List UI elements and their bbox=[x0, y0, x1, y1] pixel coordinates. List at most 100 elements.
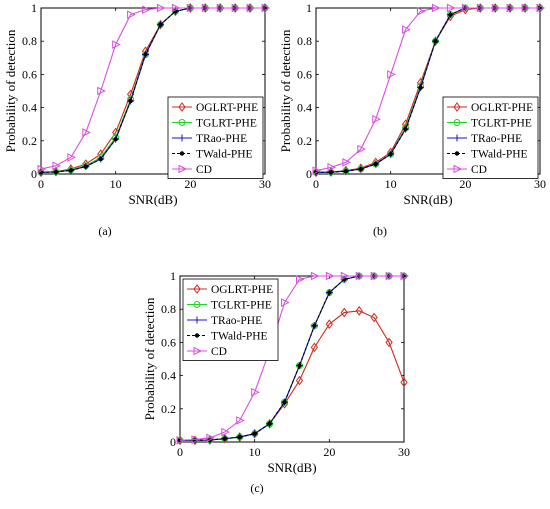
data-point-marker bbox=[385, 337, 393, 348]
data-point-marker bbox=[193, 284, 201, 294]
data-point-marker bbox=[327, 290, 332, 295]
data-point-marker bbox=[431, 36, 440, 47]
data-point-marker bbox=[343, 168, 349, 174]
x-tick-label: 30 bbox=[259, 177, 271, 191]
series-line bbox=[315, 7, 540, 173]
y-tick-label: 0.8 bbox=[22, 34, 37, 48]
series-CD bbox=[312, 3, 546, 175]
data-point-marker bbox=[340, 307, 348, 318]
x-tick-label: 20 bbox=[459, 177, 471, 191]
data-point-marker bbox=[431, 3, 441, 13]
legend-label: CD bbox=[471, 164, 487, 176]
data-point-marker bbox=[372, 114, 381, 124]
data-point-marker bbox=[231, 3, 241, 13]
data-point-marker bbox=[342, 158, 351, 167]
data-point-marker bbox=[358, 166, 363, 172]
data-point-marker bbox=[52, 166, 60, 177]
data-point-marker bbox=[282, 399, 287, 405]
data-point-marker bbox=[453, 102, 461, 112]
data-point-marker bbox=[171, 3, 181, 13]
legend-item: CD bbox=[172, 164, 212, 176]
data-point-marker bbox=[325, 271, 335, 281]
data-point-marker bbox=[340, 271, 350, 281]
data-point-marker bbox=[178, 102, 186, 112]
data-point-marker bbox=[97, 86, 106, 96]
data-point-marker bbox=[206, 433, 215, 443]
data-point-marker bbox=[261, 3, 271, 13]
data-point-marker bbox=[191, 435, 201, 444]
legend-item: TRao-PHE bbox=[172, 133, 247, 145]
data-point-marker bbox=[236, 416, 245, 425]
data-point-marker bbox=[171, 6, 180, 17]
legend-label: TRao-PHE bbox=[196, 133, 247, 145]
legend-item: TWald-PHE bbox=[447, 149, 528, 161]
data-point-marker bbox=[402, 25, 411, 34]
x-tick-label: 10 bbox=[110, 177, 122, 191]
series-CD bbox=[37, 3, 271, 174]
data-point-marker bbox=[373, 161, 378, 167]
x-tick-label: 0 bbox=[313, 177, 319, 191]
data-point-marker bbox=[193, 346, 203, 356]
series-line bbox=[40, 7, 265, 170]
y-tick-label: 0.2 bbox=[22, 134, 37, 148]
data-point-marker bbox=[179, 151, 185, 156]
legend-label: OGLRT-PHE bbox=[471, 102, 533, 114]
data-point-marker bbox=[267, 421, 272, 426]
data-point-marker bbox=[448, 12, 453, 17]
data-point-marker bbox=[251, 387, 260, 397]
y-axis-label: Probability of detection bbox=[278, 29, 293, 152]
data-point-marker bbox=[128, 98, 133, 104]
panel-caption: (a) bbox=[98, 224, 111, 238]
data-point-marker bbox=[37, 164, 47, 174]
data-point-marker bbox=[400, 377, 408, 388]
data-point-marker bbox=[281, 298, 290, 307]
legend-label: TRao-PHE bbox=[211, 315, 262, 327]
legend-item: CD bbox=[187, 346, 227, 358]
data-point-marker bbox=[127, 10, 136, 19]
data-point-marker bbox=[178, 134, 186, 142]
y-tick-label: 0 bbox=[31, 167, 37, 181]
data-point-marker bbox=[156, 3, 166, 13]
x-tick-label: 10 bbox=[249, 445, 261, 459]
panel-caption: (c) bbox=[250, 481, 263, 495]
x-tick-label: 10 bbox=[385, 177, 397, 191]
legend-label: TWald-PHE bbox=[211, 331, 268, 343]
y-tick-label: 0 bbox=[170, 435, 176, 449]
data-point-marker bbox=[342, 165, 350, 176]
data-point-marker bbox=[252, 431, 257, 436]
legend-label: OGLRT-PHE bbox=[196, 102, 258, 114]
legend-item: OGLRT-PHE bbox=[187, 284, 273, 296]
data-point-marker bbox=[222, 436, 227, 441]
legend-label: CD bbox=[196, 164, 212, 176]
data-point-marker bbox=[246, 3, 256, 13]
legend-label: CD bbox=[211, 346, 227, 358]
legend-item: TGLRT-PHE bbox=[172, 118, 257, 130]
legend: OGLRT-PHE TGLRT-PHE TRao-PHE TWald-PHE CD bbox=[182, 278, 279, 361]
data-point-marker bbox=[158, 22, 163, 27]
data-point-marker bbox=[536, 3, 546, 13]
y-tick-label: 0.2 bbox=[161, 402, 176, 416]
x-tick-label: 0 bbox=[177, 445, 183, 459]
x-axis-label: SNR(dB) bbox=[128, 192, 177, 207]
data-point-marker bbox=[491, 3, 501, 13]
x-axis-label: SNR(dB) bbox=[403, 192, 452, 207]
legend-item: TRao-PHE bbox=[187, 315, 262, 327]
x-tick-label: 30 bbox=[398, 445, 410, 459]
data-point-marker bbox=[53, 169, 59, 175]
legend-label: TWald-PHE bbox=[196, 149, 253, 161]
data-point-marker bbox=[312, 167, 320, 178]
y-tick-label: 0.4 bbox=[297, 101, 312, 115]
data-point-marker bbox=[295, 375, 304, 386]
data-point-marker bbox=[221, 433, 229, 444]
data-point-marker bbox=[194, 333, 200, 338]
x-tick-label: 20 bbox=[323, 445, 335, 459]
x-axis-label: SNR(dB) bbox=[267, 460, 316, 475]
legend-item: TWald-PHE bbox=[187, 331, 268, 343]
data-point-marker bbox=[388, 151, 393, 157]
y-tick-label: 0 bbox=[306, 167, 312, 181]
data-point-marker bbox=[453, 119, 461, 126]
legend-item: OGLRT-PHE bbox=[172, 102, 258, 114]
data-point-marker bbox=[186, 3, 196, 13]
y-tick-label: 1 bbox=[170, 269, 176, 283]
